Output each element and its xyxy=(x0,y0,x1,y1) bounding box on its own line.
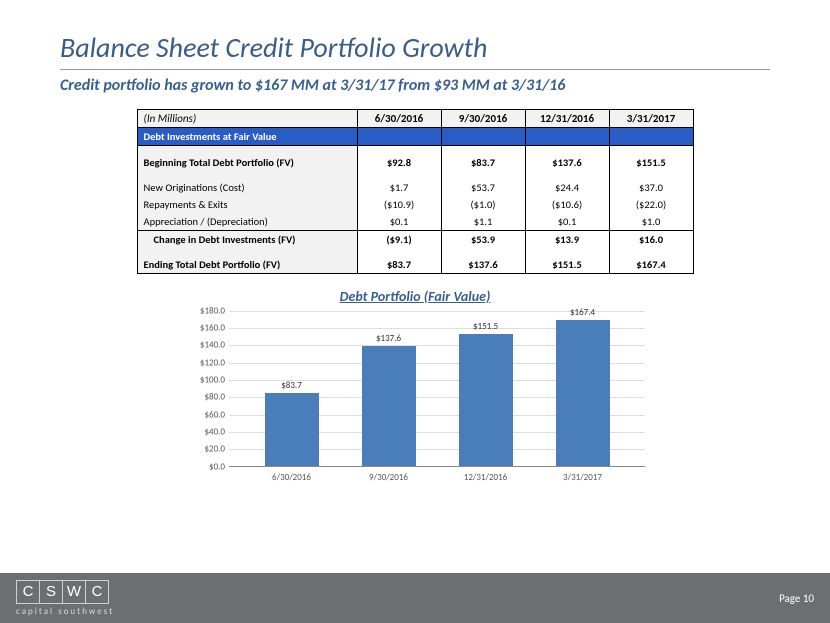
y-axis: $0.0$20.0$40.0$60.0$80.0$100.0$120.0$140… xyxy=(185,311,229,467)
row-label: Ending Total Debt Portfolio (FV) xyxy=(137,256,357,274)
chart-title: Debt Portfolio (Fair Value) xyxy=(60,288,770,305)
bars-container: $83.7$137.6$151.5$167.4 xyxy=(229,311,645,466)
bar-value-label: $151.5 xyxy=(473,321,498,332)
bar-column: $151.5 xyxy=(451,321,521,465)
row-label: Change in Debt Investments (FV) xyxy=(137,230,357,248)
row-label: Repayments & Exits xyxy=(137,196,357,213)
bar-chart: $0.0 $20.0 $40.0 $60.0 $80.0 $100.0 $120.0 $140… xyxy=(185,311,645,481)
bar xyxy=(556,320,610,465)
row-ending: Ending Total Debt Portfolio (FV) $83.7 $… xyxy=(137,256,693,274)
table-row xyxy=(137,146,693,154)
bar-value-label: $83.7 xyxy=(281,380,302,391)
y-tick-label: $100.0 xyxy=(200,374,225,385)
logo-letter: W xyxy=(62,580,86,604)
page-number: Page 10 xyxy=(779,592,814,605)
portfolio-table: (In Millions) 6/30/2016 9/30/2016 12/31/… xyxy=(137,109,694,274)
bar-column: $167.4 xyxy=(548,307,618,465)
chart-area: $0.0 $20.0 $40.0 $60.0 $80.0 $100.0 $120.0 $140… xyxy=(60,311,770,481)
bar xyxy=(265,393,319,466)
y-tick-label: $60.0 xyxy=(204,409,225,420)
y-tick-label: $20.0 xyxy=(204,444,225,455)
y-tick-label: $80.0 xyxy=(204,392,225,403)
row-originations: New Originations (Cost) $1.7 $53.7 $24.4… xyxy=(137,179,693,196)
col-q2: 9/30/2016 xyxy=(441,110,525,128)
section-label: Debt Investments at Fair Value xyxy=(137,128,357,146)
x-tick-label: 3/31/2017 xyxy=(548,472,618,483)
plot-area: $83.7$137.6$151.5$167.4 xyxy=(229,311,645,467)
logo-text: capital southwest xyxy=(16,606,114,617)
row-label: Appreciation / (Depreciation) xyxy=(137,213,357,231)
col-q1: 6/30/2016 xyxy=(357,110,441,128)
logo-letter: S xyxy=(39,580,63,604)
slide: Balance Sheet Credit Portfolio Growth Cr… xyxy=(0,0,830,623)
table-row xyxy=(137,171,693,179)
logo-letter: C xyxy=(85,580,109,604)
table-container: (In Millions) 6/30/2016 9/30/2016 12/31/… xyxy=(60,109,770,274)
y-tick-label: $40.0 xyxy=(204,426,225,437)
row-repayments: Repayments & Exits ($10.9) ($1.0) ($10.6… xyxy=(137,196,693,213)
bar-value-label: $167.4 xyxy=(570,307,595,318)
row-appreciation: Appreciation / (Depreciation) $0.1 $1.1 … xyxy=(137,213,693,231)
row-beginning: Beginning Total Debt Portfolio (FV) $92.… xyxy=(137,154,693,171)
y-tick-label: $140.0 xyxy=(200,340,225,351)
y-tick-label: $160.0 xyxy=(200,322,225,333)
col-q3: 12/31/2016 xyxy=(525,110,609,128)
title-rule xyxy=(60,69,770,70)
x-axis: 6/30/2016 9/30/2016 12/31/2016 3/31/2017 xyxy=(229,472,645,483)
table-header-row: (In Millions) 6/30/2016 9/30/2016 12/31/… xyxy=(137,110,693,128)
footer: C S W C capital southwest Page 10 xyxy=(0,573,830,623)
y-tick-label: $0.0 xyxy=(209,461,225,472)
x-tick-label: 6/30/2016 xyxy=(257,472,327,483)
col-q4: 3/31/2017 xyxy=(609,110,693,128)
x-tick-label: 12/31/2016 xyxy=(451,472,521,483)
x-tick-label: 9/30/2016 xyxy=(354,472,424,483)
row-label: New Originations (Cost) xyxy=(137,179,357,196)
bar xyxy=(459,334,513,465)
subtitle: Credit portfolio has grown to $167 MM at… xyxy=(60,76,770,95)
bar-column: $137.6 xyxy=(354,333,424,465)
row-label: Beginning Total Debt Portfolio (FV) xyxy=(137,154,357,171)
bar xyxy=(362,346,416,465)
logo: C S W C capital southwest xyxy=(16,580,114,617)
bar-column: $83.7 xyxy=(257,380,327,466)
row-change: Change in Debt Investments (FV) ($9.1) $… xyxy=(137,230,693,248)
logo-boxes: C S W C xyxy=(16,580,108,604)
table-row xyxy=(137,248,693,256)
page-title: Balance Sheet Credit Portfolio Growth xyxy=(60,30,770,65)
table-corner: (In Millions) xyxy=(137,110,357,128)
y-tick-label: $120.0 xyxy=(200,357,225,368)
logo-letter: C xyxy=(16,580,40,604)
section-row: Debt Investments at Fair Value xyxy=(137,128,693,146)
y-tick-label: $180.0 xyxy=(200,305,225,316)
bar-value-label: $137.6 xyxy=(376,333,401,344)
